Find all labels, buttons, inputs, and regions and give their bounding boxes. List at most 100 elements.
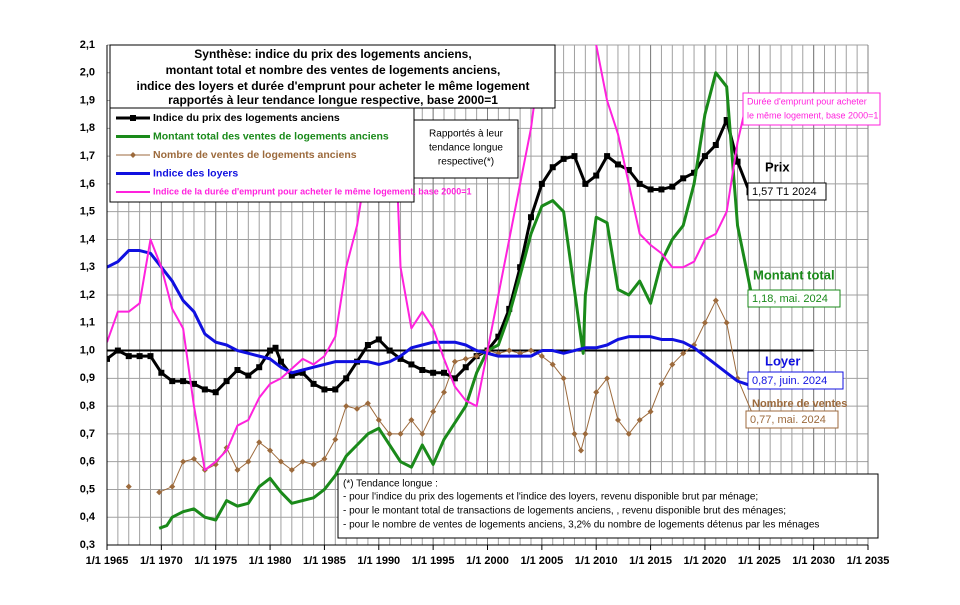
marker xyxy=(441,369,448,376)
legend-label: Indice des loyers xyxy=(153,167,238,179)
x-tick-label: 1/1 1985 xyxy=(303,555,346,567)
marker xyxy=(593,172,600,179)
x-tick-label: 1/1 1965 xyxy=(86,555,129,567)
marker xyxy=(180,458,187,465)
marker xyxy=(451,375,458,382)
marker xyxy=(136,353,143,360)
x-tick-label: 1/1 2030 xyxy=(792,555,835,567)
series-line xyxy=(107,249,755,389)
marker xyxy=(125,483,132,490)
marker xyxy=(332,436,339,443)
marker xyxy=(538,353,545,360)
legend-marker xyxy=(130,115,136,121)
marker xyxy=(310,380,317,387)
y-tick-label: 1,1 xyxy=(80,317,95,329)
x-tick-label: 1/1 2025 xyxy=(738,555,781,567)
plot xyxy=(107,45,814,530)
marker xyxy=(571,153,578,160)
marker xyxy=(691,169,698,176)
title-line: rapportés à leur tendance longue respect… xyxy=(168,93,498,107)
marker xyxy=(107,355,110,362)
marker xyxy=(571,430,578,437)
y-tick-label: 1,9 xyxy=(80,94,95,106)
marker xyxy=(386,347,393,354)
marker xyxy=(343,375,350,382)
marker xyxy=(419,367,426,373)
footnote: (*) Tendance longue : - pour l'indice du… xyxy=(343,479,819,531)
marker xyxy=(201,386,208,393)
end-value: 0,87, juin. 2024 xyxy=(752,375,827,387)
axes: 2,1 2,0 1,9 1,8 1,7 1,6 1,5 1,4 1,3 1,2 1,1 1,0 0,9 0… xyxy=(80,39,890,567)
marker xyxy=(577,447,584,454)
marker xyxy=(647,186,654,193)
marker xyxy=(288,372,295,379)
marker xyxy=(147,353,154,360)
marker xyxy=(625,167,632,173)
marker xyxy=(408,417,415,423)
x-tick-label: 1/1 2000 xyxy=(466,555,509,567)
marker xyxy=(658,186,665,193)
series-line xyxy=(158,300,754,493)
marker xyxy=(272,344,279,351)
footnote-line: - pour l'indice du prix des logements et… xyxy=(343,492,758,503)
y-tick-label: 1,8 xyxy=(80,122,95,134)
marker xyxy=(299,458,306,465)
y-tick-label: 2,1 xyxy=(80,39,95,51)
y-tick-label: 0,7 xyxy=(80,428,95,440)
marker xyxy=(560,155,567,162)
marker xyxy=(234,467,241,473)
marker xyxy=(701,319,708,326)
marker xyxy=(593,389,600,396)
marker xyxy=(517,264,524,271)
marker xyxy=(169,378,176,385)
end-label-box xyxy=(747,371,844,390)
y-tick-label: 0,5 xyxy=(80,483,95,495)
marker xyxy=(245,458,252,465)
end-label: Loyer xyxy=(765,353,800,368)
marker xyxy=(114,347,121,354)
y-tick-label: 1,6 xyxy=(80,178,95,190)
marker xyxy=(430,408,437,415)
marker xyxy=(419,430,426,437)
marker xyxy=(669,183,676,190)
marker xyxy=(158,369,165,376)
footnote-line: (*) Tendance longue : xyxy=(343,479,438,490)
marker xyxy=(364,342,371,348)
marker xyxy=(723,319,730,326)
x-tick-label: 1/1 1975 xyxy=(194,555,237,567)
title-line: indice des loyers et durée d'emprunt pou… xyxy=(137,79,530,93)
legend-label: Montant total des ventes de logements an… xyxy=(153,130,389,142)
marker xyxy=(625,430,632,437)
marker xyxy=(614,161,621,168)
y-tick-label: 0,8 xyxy=(80,400,95,412)
marker xyxy=(310,461,317,468)
marker xyxy=(636,180,643,187)
marker xyxy=(277,458,284,465)
end-label: Prix xyxy=(765,159,790,174)
note-box xyxy=(413,119,519,179)
marker xyxy=(734,158,741,165)
marker xyxy=(604,375,611,382)
end-value: le même logement, base 2000=1 xyxy=(747,110,878,120)
marker xyxy=(299,369,306,376)
note-line: respective(*) xyxy=(438,157,494,168)
marker xyxy=(288,467,295,473)
y-tick-label: 1,4 xyxy=(80,233,96,245)
legend-label: Indice du prix des logements anciens xyxy=(153,112,340,124)
marker xyxy=(180,378,187,385)
end-label-box xyxy=(745,410,839,429)
end-label: Durée d'emprunt pour acheter xyxy=(747,96,867,106)
marker xyxy=(582,430,589,437)
marker xyxy=(582,180,589,187)
marker xyxy=(223,378,230,385)
end-label: Nombre de ventes xyxy=(752,398,847,410)
marker xyxy=(549,164,556,171)
y-tick-label: 0,9 xyxy=(80,372,95,384)
marker xyxy=(245,372,252,379)
marker xyxy=(614,417,621,423)
y-tick-label: 1,3 xyxy=(80,261,95,273)
y-tick-label: 1,5 xyxy=(80,206,95,218)
footnote-line: - pour le nombre de ventes de logements … xyxy=(343,520,819,531)
y-tick-label: 2,0 xyxy=(80,67,95,79)
end-value: 0,77, mai. 2024 xyxy=(750,414,826,426)
